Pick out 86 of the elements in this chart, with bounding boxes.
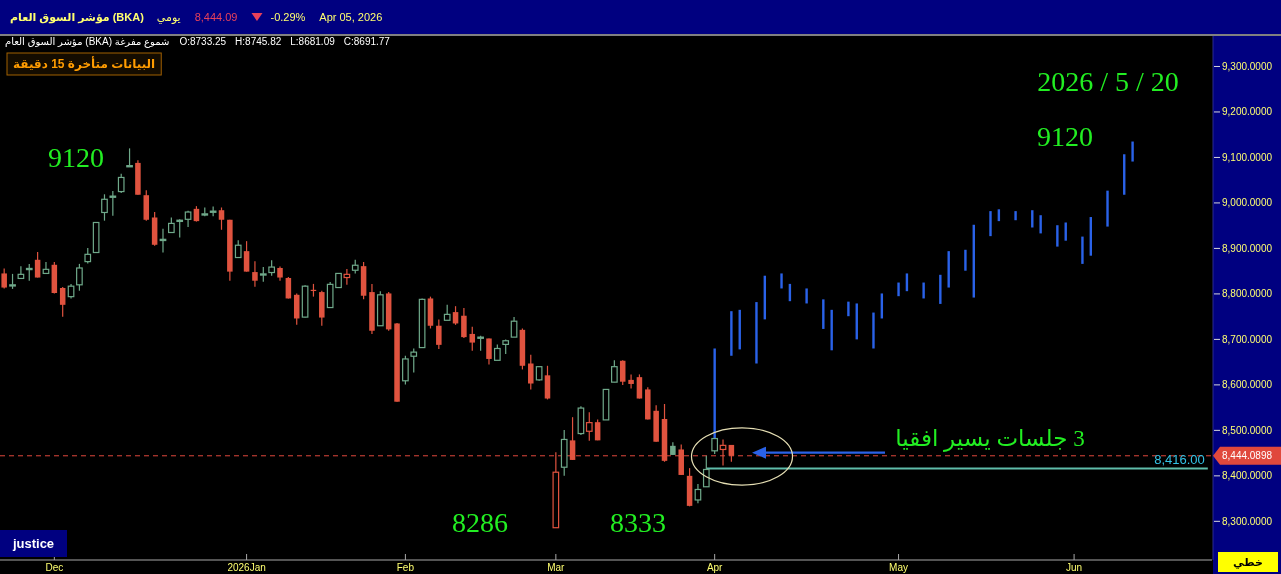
series-label: 8,416.00 xyxy=(1154,451,1205,467)
candlestick xyxy=(544,365,551,401)
candlestick xyxy=(252,260,258,288)
text: 8,444.09 xyxy=(194,11,238,23)
candlestick xyxy=(628,373,634,390)
candlestick xyxy=(176,218,184,239)
candlestick xyxy=(469,326,476,352)
ref-line-label: 8,444.0898 xyxy=(1222,450,1273,462)
candlestick xyxy=(34,251,41,279)
bar xyxy=(1081,236,1084,264)
candlestick xyxy=(17,265,25,280)
candlestick xyxy=(76,263,83,292)
bar xyxy=(847,301,850,317)
candlestick xyxy=(702,455,710,488)
bar xyxy=(830,309,833,351)
annotation: C:8691.77 xyxy=(343,36,391,47)
chart-subtitle: مؤشر السوق العام (BKA) شموع مفرغة xyxy=(5,36,170,48)
annotation: 9120 xyxy=(48,142,104,173)
y-tick-label: 8,700.0000 xyxy=(1222,333,1273,345)
bar xyxy=(1106,190,1109,227)
candlestick xyxy=(619,359,626,386)
y-tick-label: 9,200.0000 xyxy=(1222,106,1273,118)
candlestick xyxy=(101,193,108,222)
candlestick xyxy=(694,483,702,504)
y-tick-label: 9,000.0000 xyxy=(1222,197,1273,209)
bar xyxy=(922,282,925,299)
candlestick xyxy=(410,347,418,374)
text: خطي xyxy=(1233,556,1263,569)
annotation: 8333 xyxy=(610,507,666,538)
annotation: 3 جلسات يسير افقيا xyxy=(895,425,1085,452)
x-tick-label: Jun xyxy=(1066,562,1083,573)
candlestick xyxy=(611,359,618,383)
candlestick xyxy=(486,337,492,366)
bar xyxy=(730,311,733,356)
bar xyxy=(805,288,808,304)
x-tick-label: May xyxy=(889,562,908,573)
annotation: 8286 xyxy=(452,507,508,538)
bar xyxy=(780,273,783,289)
y-tick-label: 9,300.0000 xyxy=(1222,60,1273,72)
y-tick-label: 8,400.0000 xyxy=(1222,470,1273,482)
bar xyxy=(1056,225,1059,247)
bar xyxy=(989,211,992,237)
text: Apr 05, 2026 xyxy=(319,11,383,23)
annotation: L:8681.09 xyxy=(290,36,336,47)
x-tick-label: Apr xyxy=(706,562,724,573)
y-tick-label: 9,100.0000 xyxy=(1222,151,1273,163)
candlestick xyxy=(209,205,217,217)
annotation: justice xyxy=(11,536,55,551)
candlestick xyxy=(402,355,409,386)
bar xyxy=(755,302,758,364)
bar xyxy=(1014,211,1017,221)
annotation: 2026 / 5 / 20 xyxy=(1037,66,1179,97)
candlestick xyxy=(436,318,442,350)
candlestick xyxy=(109,190,117,217)
bar xyxy=(713,348,716,439)
bar xyxy=(1131,141,1134,162)
y-tick-label: 8,300.0000 xyxy=(1222,515,1273,527)
annotation: 9120 xyxy=(1037,121,1093,152)
bar xyxy=(872,312,875,349)
candlestick xyxy=(461,307,467,339)
bar xyxy=(939,274,942,304)
x-tick-label: 2026Jan xyxy=(227,562,266,573)
candlestick xyxy=(528,354,534,391)
y-tick-label: 8,900.0000 xyxy=(1222,242,1273,254)
candlestick xyxy=(59,286,66,318)
candlestick xyxy=(585,411,593,442)
candlestick xyxy=(243,240,250,273)
y-tick-label: 8,800.0000 xyxy=(1222,288,1273,300)
candlestick xyxy=(218,206,225,231)
candlestick xyxy=(117,173,125,194)
y-tick-label: 8,500.0000 xyxy=(1222,424,1273,436)
annotation: H:8745.82 xyxy=(235,36,282,47)
y-tick-label: 8,600.0000 xyxy=(1222,379,1273,391)
text: يومي xyxy=(156,11,181,24)
x-tick-label: Mar xyxy=(547,562,566,573)
x-tick-label: Dec xyxy=(45,562,64,573)
bar xyxy=(822,299,825,329)
annotation: البيانات متأخرة 15 دقيقة xyxy=(13,56,156,71)
bar xyxy=(1039,215,1042,234)
chart-title: مؤشر السوق العام (BKA) xyxy=(10,11,145,24)
annotation: O:8733.25 xyxy=(179,36,227,47)
bar xyxy=(897,282,900,297)
text: -0.29% xyxy=(270,11,306,23)
x-tick-label: Feb xyxy=(396,562,415,573)
bar xyxy=(964,249,967,271)
candlestick xyxy=(636,373,643,400)
